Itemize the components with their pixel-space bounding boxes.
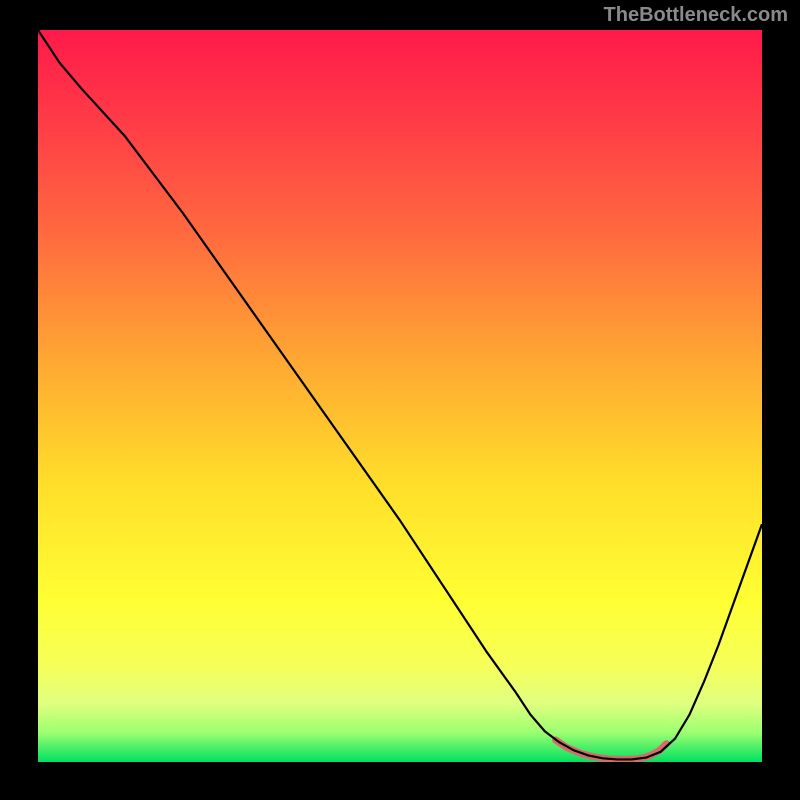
watermark-text: TheBottleneck.com: [604, 4, 788, 27]
chart-container: TheBottleneck.com: [0, 0, 800, 800]
curve-svg: [38, 30, 762, 762]
main-curve-path: [38, 30, 762, 759]
plot-area: [38, 30, 762, 762]
